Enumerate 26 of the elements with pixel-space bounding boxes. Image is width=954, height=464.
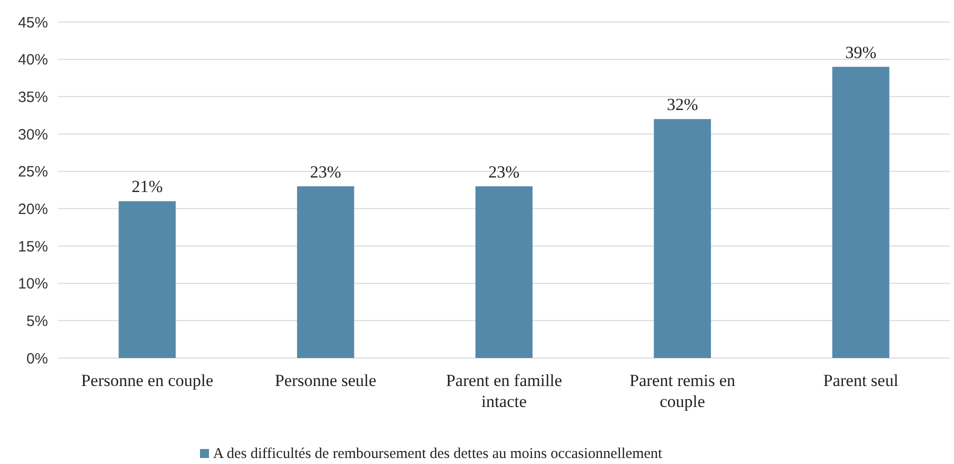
data-label: 21% bbox=[132, 177, 163, 196]
bar bbox=[118, 201, 176, 358]
y-tick-label: 0% bbox=[26, 350, 48, 368]
y-tick-label: 20% bbox=[18, 200, 48, 218]
y-tick-label: 5% bbox=[26, 312, 48, 330]
y-tick-label: 10% bbox=[18, 276, 48, 293]
x-tick-label: Parent remis en couple bbox=[630, 371, 736, 411]
y-tick-label: 30% bbox=[18, 126, 48, 144]
bar bbox=[832, 66, 890, 358]
data-label: 23% bbox=[488, 162, 520, 182]
x-tick-label: Parent seul bbox=[823, 371, 899, 390]
y-tick-label: 40% bbox=[18, 52, 48, 69]
x-tick-label: Parent en famille intacte bbox=[446, 371, 562, 411]
bar bbox=[475, 186, 533, 358]
legend-label: A des difficultés de remboursement des dettes au moins occasionnellement bbox=[213, 446, 664, 462]
y-tick-label: 35% bbox=[18, 88, 48, 106]
y-tick-label: 45% bbox=[18, 14, 48, 32]
data-label: 23% bbox=[310, 162, 342, 182]
x-tick-label: Personne seule bbox=[274, 371, 376, 390]
data-label: 32% bbox=[666, 95, 698, 114]
x-tick-label: Personne en couple bbox=[81, 371, 214, 390]
y-tick-label: 25% bbox=[18, 164, 48, 181]
bar bbox=[654, 119, 711, 358]
y-tick-label: 15% bbox=[18, 238, 48, 256]
bar bbox=[297, 186, 354, 358]
data-label: 39% bbox=[845, 42, 876, 62]
